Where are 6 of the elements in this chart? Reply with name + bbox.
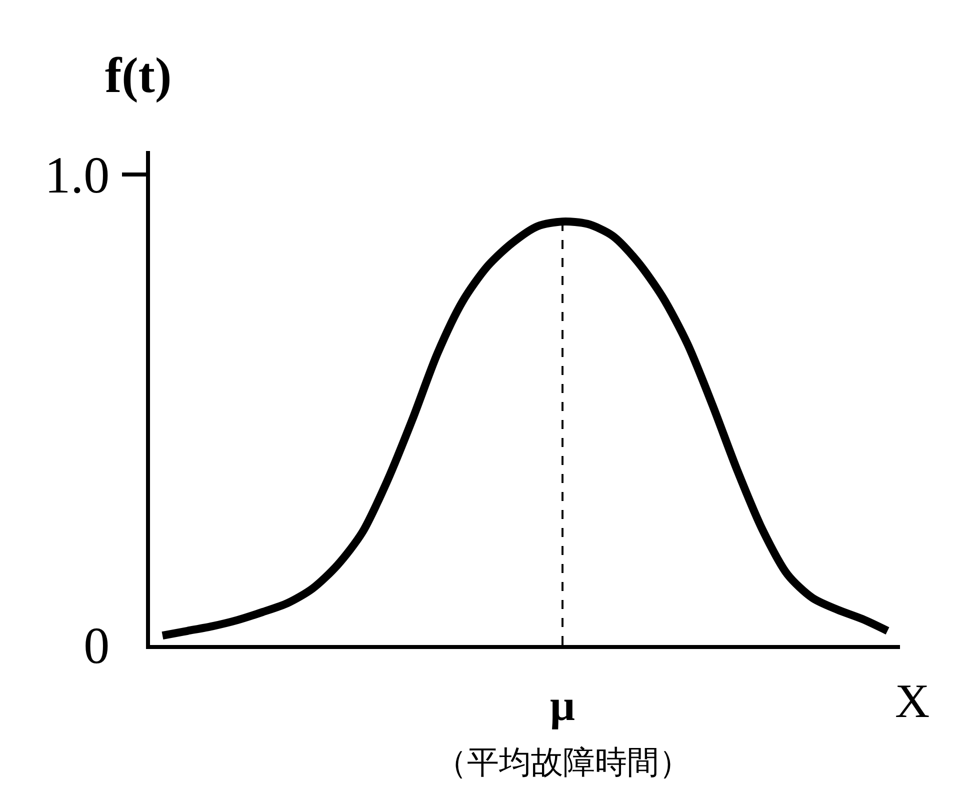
x-tick-label: μ <box>550 680 576 730</box>
y-axis-title: f(t) <box>105 47 172 103</box>
text: （平均故障時間） <box>435 743 691 781</box>
y-tick-label: 1.0 <box>44 148 110 205</box>
x-axis-title: X <box>895 675 930 728</box>
y-tick-label: 0 <box>84 618 110 676</box>
